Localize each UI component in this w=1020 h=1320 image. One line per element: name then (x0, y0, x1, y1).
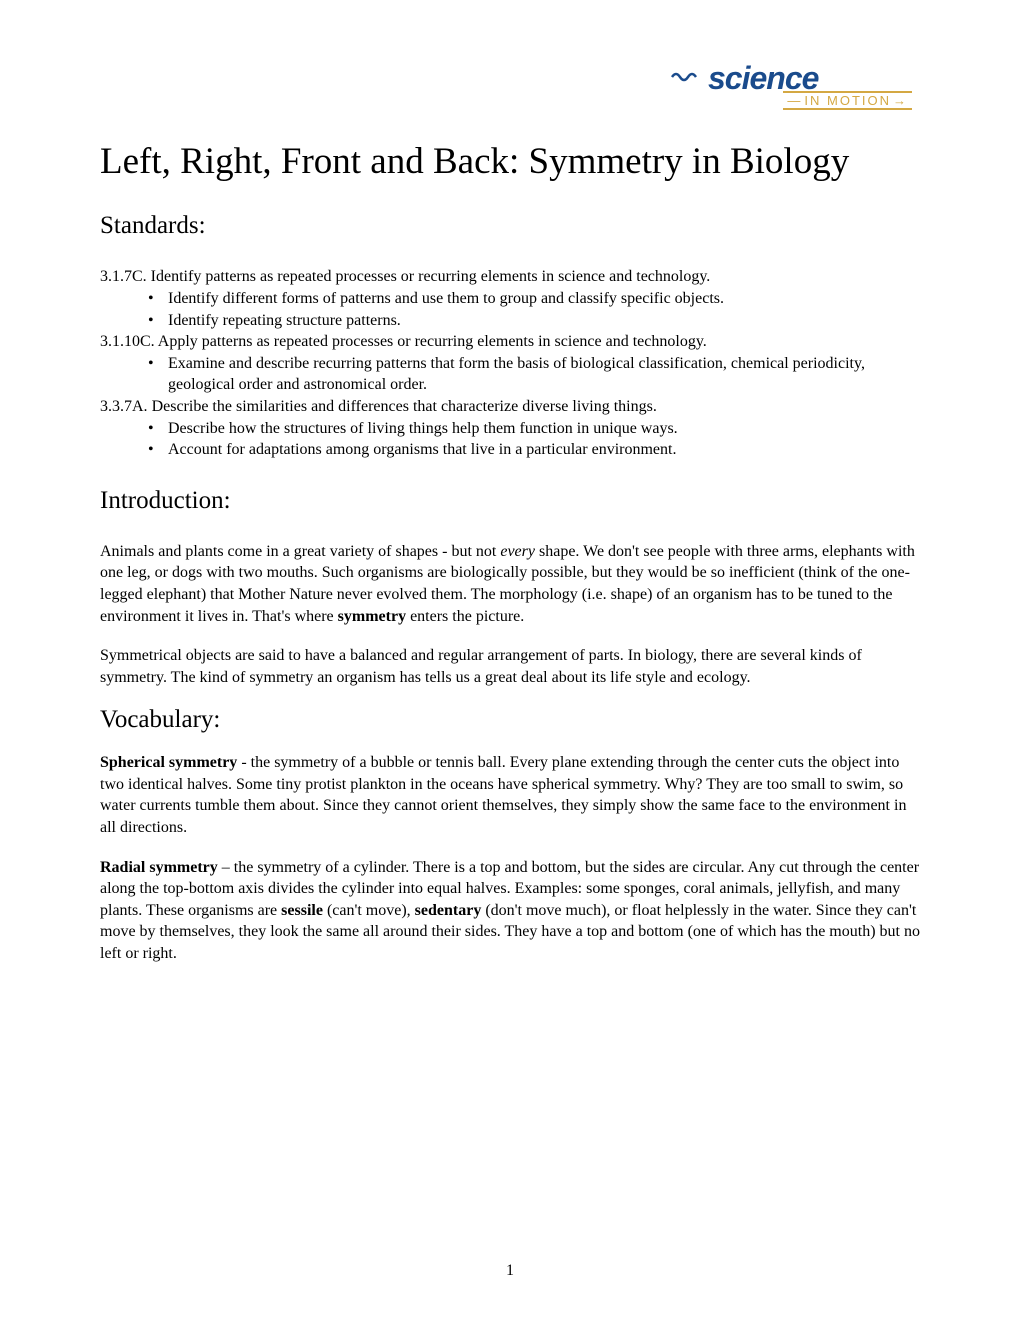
bullet-item: Identify repeating structure patterns. (148, 310, 920, 332)
standard-bullets: Describe how the structures of living th… (100, 418, 920, 461)
logo-main-text: science (708, 60, 818, 97)
standard-text: Identify patterns as repeated processes … (151, 268, 711, 285)
standard-text: Describe the similarities and difference… (152, 398, 657, 415)
standard-code: 3.1.7C. (100, 268, 147, 285)
standard-bullets: Examine and describe recurring patterns … (100, 353, 920, 396)
bullet-item: Describe how the structures of living th… (148, 418, 920, 440)
logo: science IN MOTION (670, 60, 920, 110)
standard-code: 3.3.7A. (100, 398, 148, 415)
text-span: (can't move), (323, 902, 415, 919)
text-span: Animals and plants come in a great varie… (100, 543, 500, 560)
intro-paragraph-2: Symmetrical objects are said to have a b… (100, 645, 920, 688)
vocab-radial: Radial symmetry – the symmetry of a cyli… (100, 857, 920, 965)
vocabulary-heading: Vocabulary: (100, 706, 920, 734)
page-title: Left, Right, Front and Back: Symmetry in… (100, 140, 920, 184)
vocab-term: Radial symmetry (100, 859, 218, 876)
vocab-term: Spherical symmetry (100, 754, 237, 771)
bullet-item: Examine and describe recurring patterns … (148, 353, 920, 396)
standards-content: 3.1.7C. Identify patterns as repeated pr… (100, 266, 920, 460)
standard-bullets: Identify different forms of patterns and… (100, 288, 920, 331)
bold-text: sessile (281, 902, 323, 919)
standard-text: Apply patterns as repeated processes or … (158, 333, 707, 350)
intro-paragraph-1: Animals and plants come in a great varie… (100, 541, 920, 627)
italic-text: every (500, 543, 535, 560)
standard-item: 3.1.10C. Apply patterns as repeated proc… (100, 331, 920, 353)
text-span: enters the picture. (406, 608, 524, 625)
standards-heading: Standards: (100, 212, 920, 240)
bullet-item: Account for adaptations among organisms … (148, 439, 920, 461)
bold-text: symmetry (338, 608, 406, 625)
standard-item: 3.3.7A. Describe the similarities and di… (100, 396, 920, 418)
bullet-item: Identify different forms of patterns and… (148, 288, 920, 310)
standard-code: 3.1.10C. (100, 333, 155, 350)
logo-swirl-icon (670, 60, 706, 97)
bold-text: sedentary (415, 902, 482, 919)
vocab-spherical: Spherical symmetry - the symmetry of a b… (100, 752, 920, 838)
standard-item: 3.1.7C. Identify patterns as repeated pr… (100, 266, 920, 288)
page-number: 1 (506, 1262, 514, 1280)
introduction-heading: Introduction: (100, 487, 920, 515)
